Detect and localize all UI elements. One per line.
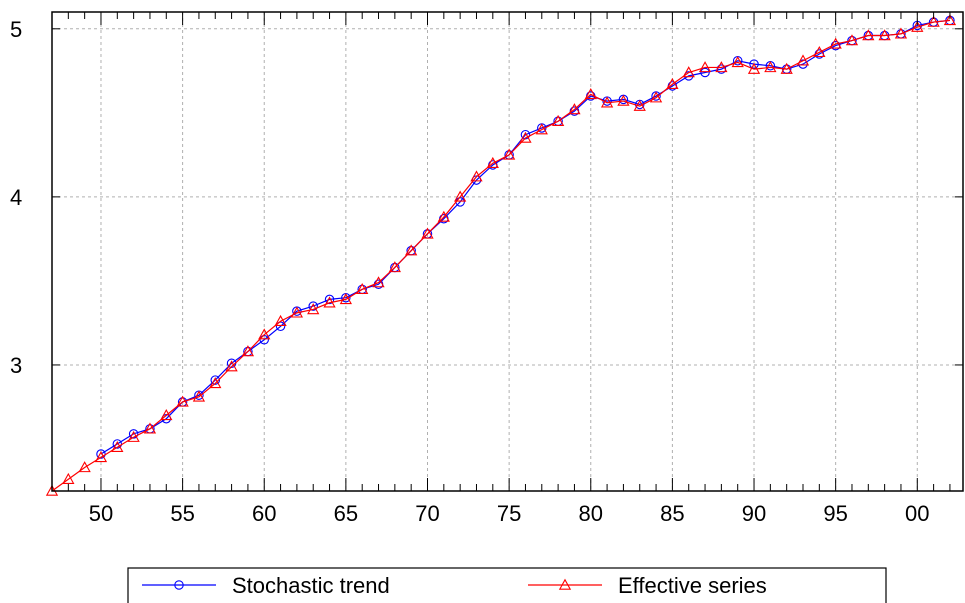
y-axis: 3 4 5	[10, 17, 963, 378]
x-tick-label: 60	[252, 501, 276, 526]
y-tick-label: 3	[10, 353, 22, 378]
data-point	[682, 66, 695, 78]
data-point	[290, 306, 304, 318]
series-1	[96, 15, 955, 459]
data-point	[225, 360, 238, 372]
data-point	[486, 156, 499, 168]
data-point	[911, 20, 924, 32]
data-point	[160, 409, 173, 421]
x-tick-label: 65	[334, 501, 358, 526]
data-point	[143, 422, 157, 434]
x-tick-label: 55	[170, 501, 194, 526]
data-point	[813, 46, 826, 58]
x-tick-label: 50	[89, 501, 113, 526]
data-point	[372, 276, 385, 288]
legend-item-1: Stochastic trend	[142, 573, 390, 598]
legend: Stochastic trend Effective series	[127, 567, 887, 603]
data-point	[112, 439, 123, 449]
data-point	[829, 37, 842, 49]
data-point	[845, 34, 859, 46]
data-point	[878, 29, 891, 41]
y-tick-label: 4	[10, 185, 22, 210]
x-tick-label: 75	[497, 501, 521, 526]
data-point	[519, 131, 532, 143]
series-line	[100, 19, 951, 455]
x-tick-label: 85	[660, 501, 684, 526]
data-point	[600, 96, 614, 108]
data-point	[437, 210, 450, 222]
x-tick-label: 95	[823, 501, 847, 526]
data-point	[210, 375, 221, 385]
data-point	[698, 61, 712, 73]
data-point	[192, 390, 206, 402]
legend-label: Effective series	[618, 573, 767, 598]
data-point	[470, 170, 483, 182]
y-tick-label: 5	[10, 17, 22, 42]
data-point	[405, 244, 418, 256]
data-point	[209, 377, 222, 389]
data-point	[649, 91, 663, 103]
data-point	[421, 227, 434, 239]
data-point	[307, 303, 320, 315]
data-point	[388, 261, 401, 273]
data-point	[551, 114, 565, 126]
legend-marker	[174, 580, 184, 590]
data-point	[176, 395, 189, 407]
series-line	[51, 19, 951, 492]
data-point	[568, 103, 581, 115]
data-point	[78, 461, 91, 473]
data-point	[258, 328, 271, 340]
x-axis: 50 55 60 65 70 75 80 85 90 95 00	[51, 12, 951, 526]
data-point	[747, 62, 761, 74]
data-point	[454, 190, 467, 202]
data-point	[666, 77, 679, 89]
x-tick-label: 80	[579, 501, 603, 526]
grid-lines	[52, 12, 963, 491]
data-point	[274, 314, 287, 326]
data-point	[535, 123, 548, 135]
data-point	[94, 451, 108, 463]
data-point	[241, 345, 255, 357]
series-layer	[45, 14, 957, 496]
data-point	[780, 62, 793, 74]
x-tick-label: 70	[415, 501, 439, 526]
data-point	[111, 440, 124, 453]
data-point	[943, 14, 957, 26]
data-point	[862, 29, 875, 41]
data-point	[633, 99, 646, 111]
data-point	[584, 88, 597, 100]
legend-box	[127, 567, 887, 603]
data-point	[731, 56, 744, 68]
data-point	[894, 27, 908, 39]
data-point	[617, 94, 630, 106]
data-point	[62, 472, 75, 484]
data-point	[128, 429, 139, 439]
series-2	[45, 14, 957, 496]
legend-label: Stochastic trend	[232, 573, 390, 598]
plot-frame	[51, 11, 964, 492]
data-point	[927, 15, 940, 27]
data-point	[749, 59, 759, 69]
x-tick-label: 90	[742, 501, 766, 526]
data-point	[96, 449, 106, 459]
data-point	[764, 61, 777, 73]
data-point	[715, 61, 728, 73]
data-point	[323, 296, 336, 308]
data-point	[275, 321, 286, 332]
data-point	[796, 54, 810, 66]
data-point	[502, 148, 516, 160]
data-point	[324, 294, 335, 305]
data-point	[308, 301, 318, 311]
data-point	[356, 282, 369, 295]
data-point	[700, 67, 710, 78]
x-tick-label: 00	[905, 501, 929, 526]
legend-item-2: Effective series	[528, 573, 767, 598]
data-point	[339, 293, 353, 305]
legend-marker	[558, 578, 572, 590]
data-point	[127, 430, 140, 442]
